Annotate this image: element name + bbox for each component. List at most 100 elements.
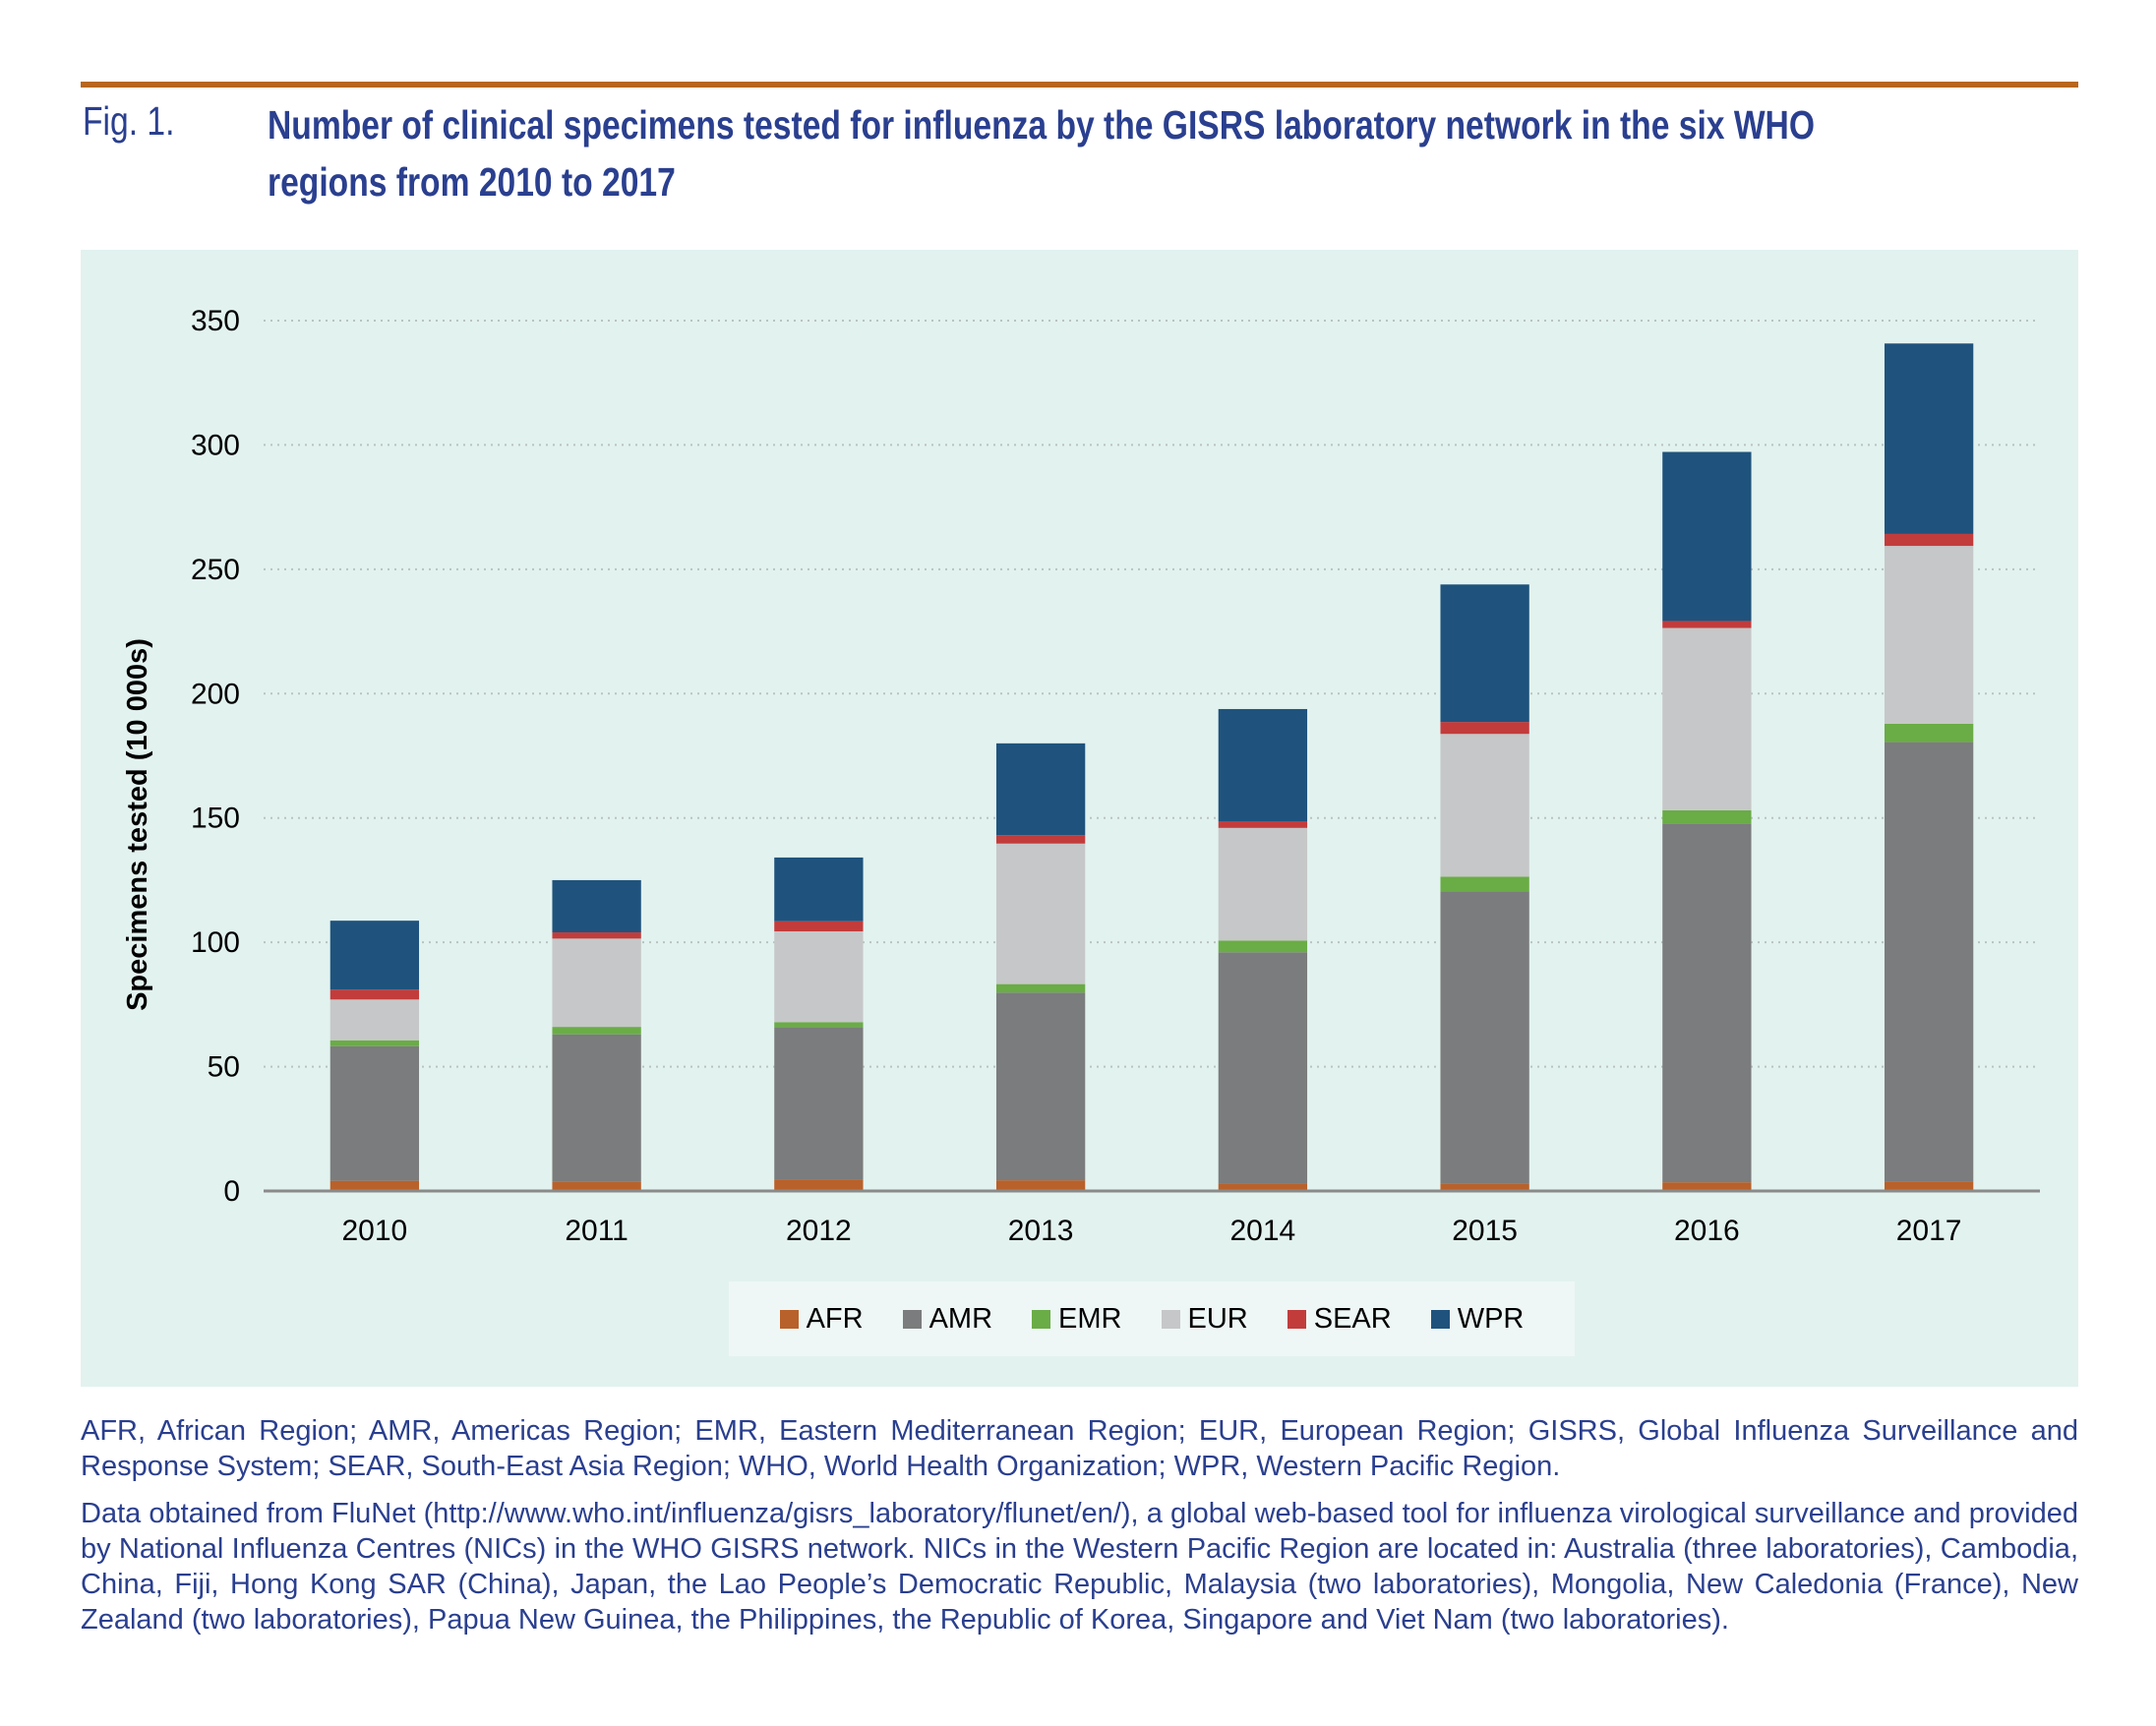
bar-segment-amr-2014 <box>1218 952 1308 1184</box>
legend-swatch <box>1161 1309 1180 1329</box>
abbreviations-text: AFR, African Region; AMR, Americas Regio… <box>81 1415 2078 1482</box>
bar-segment-sear-2017 <box>1884 533 1974 547</box>
source-text: Data obtained from FluNet (http://www.wh… <box>81 1498 2078 1636</box>
x-tick-label: 2011 <box>565 1215 629 1247</box>
bar-segment-amr-2011 <box>552 1034 641 1182</box>
legend-item-eur: EUR <box>1161 1302 1248 1336</box>
x-tick-label: 2012 <box>786 1215 852 1247</box>
legend-label: AFR <box>806 1302 864 1335</box>
bar-segment-sear-2010 <box>329 989 420 1000</box>
bar-segment-sear-2013 <box>995 835 1086 844</box>
bar-stack-2016 <box>1662 451 1752 1191</box>
legend-item-afr: AFR <box>779 1302 864 1336</box>
bar-segment-afr-2014 <box>1218 1183 1308 1191</box>
legend-label: WPR <box>1457 1302 1525 1335</box>
bar-segment-eur-2014 <box>1218 827 1308 941</box>
bar-segment-afr-2016 <box>1662 1182 1752 1191</box>
bar-stack-2015 <box>1440 584 1529 1191</box>
bar-segment-eur-2015 <box>1440 734 1529 877</box>
gridlines <box>264 320 2040 1068</box>
figure-title: Number of clinical specimens tested for … <box>268 96 2123 210</box>
x-tick-label: 2016 <box>1674 1215 1740 1247</box>
bar-segment-afr-2017 <box>1884 1181 1974 1191</box>
y-tick-label: 200 <box>191 678 240 710</box>
bar-stack-2013 <box>995 743 1086 1191</box>
legend-label: EUR <box>1187 1302 1248 1335</box>
bar-segment-wpr-2014 <box>1218 708 1308 822</box>
legend-item-wpr: WPR <box>1430 1302 1525 1336</box>
x-tick-label: 2014 <box>1230 1215 1296 1247</box>
bar-segment-emr-2016 <box>1662 809 1752 824</box>
bar-segment-afr-2011 <box>552 1181 641 1191</box>
bar-segment-amr-2017 <box>1884 742 1974 1182</box>
figure-label: Fig. 1. <box>83 98 175 144</box>
x-tick-label: 2017 <box>1896 1215 1962 1247</box>
bar-segment-afr-2012 <box>774 1179 864 1191</box>
legend-item-emr: EMR <box>1032 1302 1122 1336</box>
legend-swatch <box>1032 1309 1051 1329</box>
legend-label: AMR <box>928 1302 993 1335</box>
abbreviations-note: AFR, African Region; AMR, Americas Regio… <box>81 1413 2078 1484</box>
bar-segment-emr-2015 <box>1440 876 1529 892</box>
source-note: Data obtained from FluNet (http://www.wh… <box>81 1496 2078 1637</box>
y-axis-label: Specimens tested (10 000s) <box>122 638 153 1011</box>
x-tick-label: 2010 <box>342 1215 408 1247</box>
bar-stack-2010 <box>329 921 420 1191</box>
legend-label: EMR <box>1058 1302 1122 1335</box>
bar-segment-sear-2011 <box>552 932 641 939</box>
y-tick-label: 100 <box>191 926 240 959</box>
x-tick-label: 2013 <box>1008 1215 1074 1247</box>
bar-segment-amr-2010 <box>329 1045 420 1181</box>
legend-item-amr: AMR <box>902 1302 993 1336</box>
bar-segment-eur-2017 <box>1884 546 1974 724</box>
y-tick-label: 150 <box>191 803 240 835</box>
bar-segment-amr-2016 <box>1662 823 1752 1183</box>
bar-segment-wpr-2011 <box>552 879 641 933</box>
bar-segment-afr-2010 <box>329 1180 420 1191</box>
bar-segment-wpr-2012 <box>774 857 864 922</box>
bars <box>329 343 1974 1191</box>
y-tick-label: 50 <box>208 1051 240 1084</box>
bar-segment-afr-2015 <box>1440 1183 1529 1191</box>
bar-segment-emr-2012 <box>774 1022 864 1028</box>
bar-segment-amr-2013 <box>995 992 1086 1181</box>
chart-legend: AFR AMR EMR EUR SEAR WPR <box>729 1281 1575 1356</box>
legend-swatch <box>1287 1309 1306 1329</box>
bar-segment-eur-2012 <box>774 931 864 1023</box>
legend-item-sear: SEAR <box>1287 1302 1392 1336</box>
legend-swatch <box>779 1309 799 1329</box>
legend-label: SEAR <box>1313 1302 1392 1335</box>
bar-segment-sear-2012 <box>774 921 864 932</box>
y-tick-label: 250 <box>191 554 240 586</box>
y-tick-label: 0 <box>223 1175 240 1208</box>
x-tick-labels: 2010 2011 2012 2013 2014 2015 2016 2017 <box>342 1215 1962 1247</box>
bar-segment-eur-2013 <box>995 843 1086 984</box>
bar-segment-emr-2017 <box>1884 723 1974 743</box>
bar-segment-wpr-2013 <box>995 743 1086 836</box>
figure-title-line-1: Number of clinical specimens tested for … <box>268 102 1815 148</box>
bar-segment-amr-2015 <box>1440 891 1529 1184</box>
bar-segment-emr-2010 <box>329 1040 420 1046</box>
bar-segment-sear-2015 <box>1440 722 1529 735</box>
bar-segment-eur-2010 <box>329 999 420 1041</box>
bar-stack-2017 <box>1884 343 1974 1191</box>
y-tick-labels: 0 50 100 150 200 250 300 350 <box>191 305 240 1208</box>
header-rule <box>81 82 2078 88</box>
bar-segment-wpr-2017 <box>1884 343 1974 534</box>
figure-title-line-2: regions from 2010 to 2017 <box>268 159 676 205</box>
legend-swatch <box>902 1309 922 1329</box>
bar-segment-wpr-2010 <box>329 921 420 990</box>
bar-segment-emr-2014 <box>1218 940 1308 953</box>
bar-segment-wpr-2016 <box>1662 451 1752 622</box>
bar-segment-emr-2011 <box>552 1027 641 1035</box>
bar-segment-afr-2013 <box>995 1180 1086 1191</box>
bar-segment-sear-2014 <box>1218 821 1308 828</box>
bar-segment-amr-2012 <box>774 1027 864 1180</box>
bar-segment-emr-2013 <box>995 983 1086 993</box>
x-tick-label: 2015 <box>1452 1215 1518 1247</box>
bar-segment-wpr-2015 <box>1440 584 1529 723</box>
bar-segment-eur-2011 <box>552 938 641 1028</box>
bar-segment-eur-2016 <box>1662 627 1752 810</box>
y-tick-label: 300 <box>191 429 240 461</box>
